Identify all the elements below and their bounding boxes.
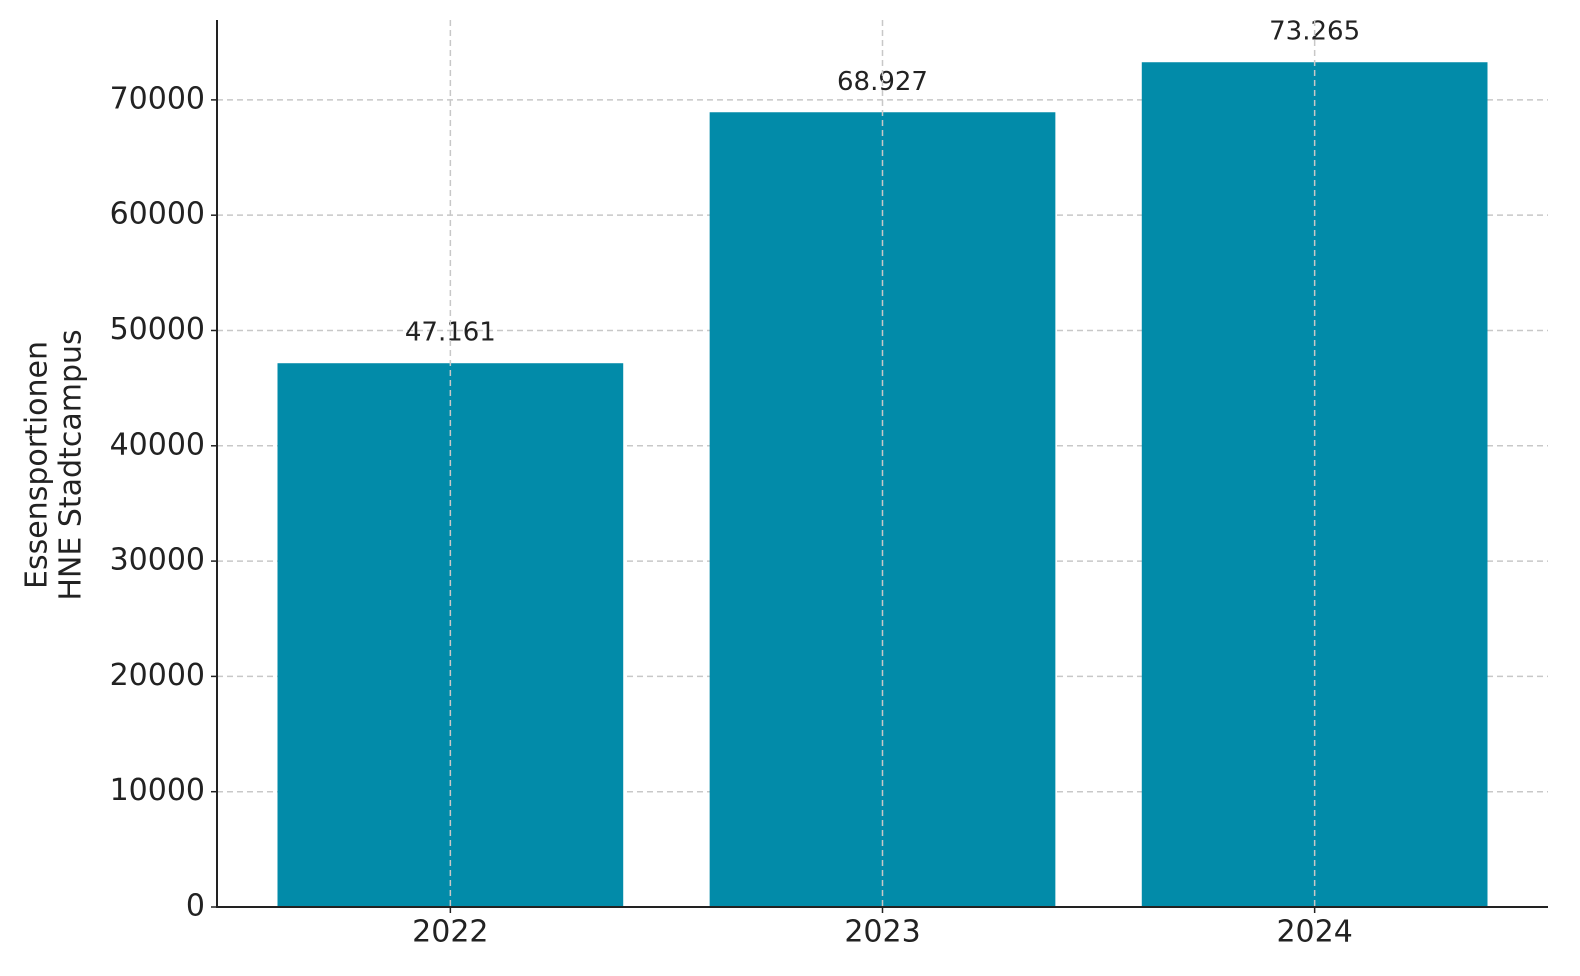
y-tick-label: 20000 (110, 658, 205, 693)
y-tick-label: 50000 (110, 312, 205, 347)
y-tick-label: 30000 (110, 543, 205, 578)
y-tick-label: 0 (186, 889, 205, 924)
y-tick-label: 60000 (110, 197, 205, 232)
y-tick-label: 40000 (110, 427, 205, 462)
x-tick-label: 2022 (412, 915, 488, 950)
y-axis-label: Essensportionen (20, 341, 55, 589)
y-tick-label: 10000 (110, 773, 205, 808)
x-tick-label: 2023 (844, 915, 920, 950)
y-axis-label: HNE Stadtcampus (54, 329, 89, 600)
y-tick-label: 70000 (110, 81, 205, 116)
x-tick-label: 2024 (1276, 915, 1352, 950)
